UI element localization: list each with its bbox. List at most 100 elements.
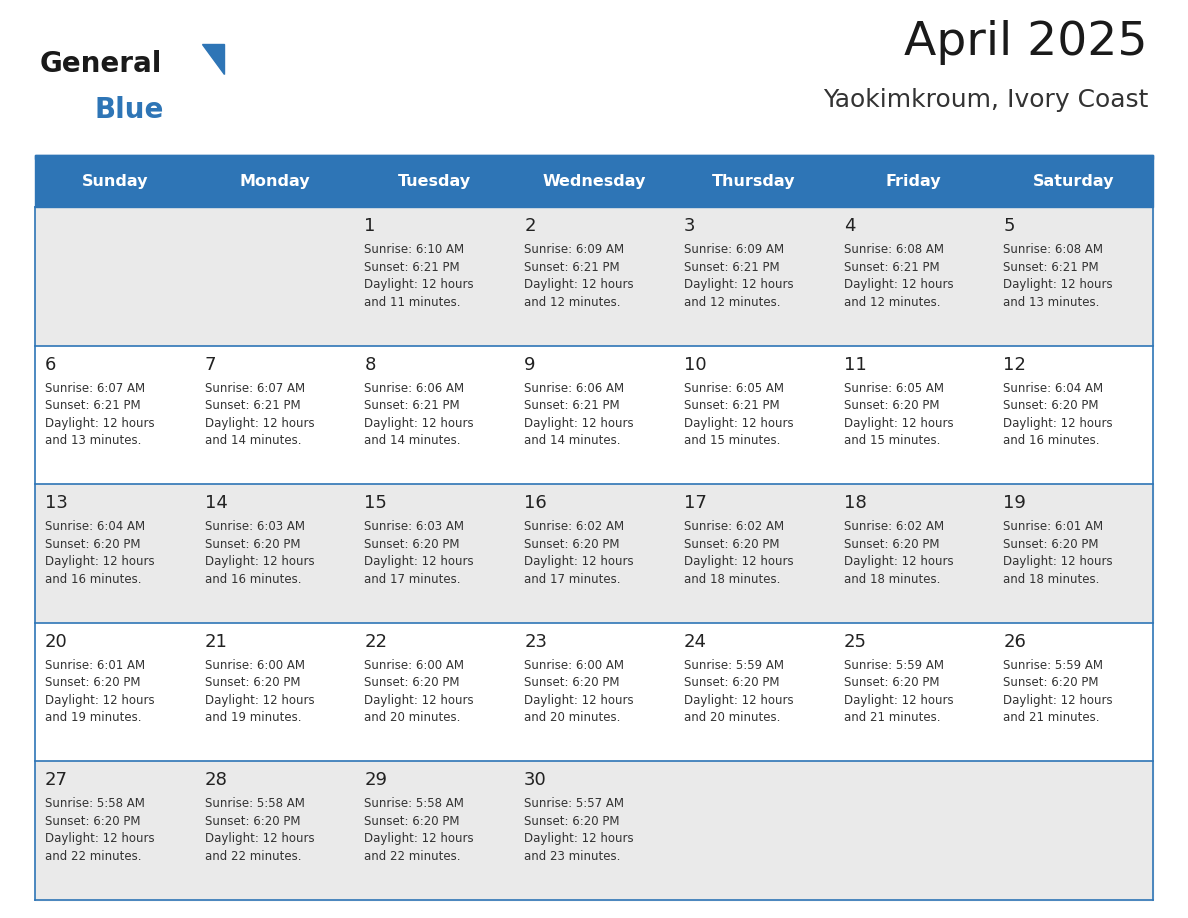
Text: 22: 22: [365, 633, 387, 651]
Bar: [34, 484, 1154, 622]
Text: 19: 19: [1004, 494, 1026, 512]
Text: 15: 15: [365, 494, 387, 512]
Text: Sunrise: 6:09 AM: Sunrise: 6:09 AM: [684, 243, 784, 256]
Text: General: General: [40, 50, 163, 78]
Text: Thursday: Thursday: [712, 174, 796, 188]
Bar: [34, 345, 1154, 484]
Text: Daylight: 12 hours: Daylight: 12 hours: [45, 417, 154, 430]
Text: 28: 28: [204, 771, 228, 789]
Text: Sunset: 6:21 PM: Sunset: 6:21 PM: [843, 261, 940, 274]
Text: Sunset: 6:21 PM: Sunset: 6:21 PM: [684, 261, 779, 274]
Text: Sunrise: 6:06 AM: Sunrise: 6:06 AM: [524, 382, 624, 395]
Text: and 12 minutes.: and 12 minutes.: [684, 296, 781, 308]
Text: Daylight: 12 hours: Daylight: 12 hours: [843, 555, 953, 568]
Text: Daylight: 12 hours: Daylight: 12 hours: [365, 833, 474, 845]
Text: Sunset: 6:20 PM: Sunset: 6:20 PM: [524, 815, 620, 828]
Text: Sunrise: 6:10 AM: Sunrise: 6:10 AM: [365, 243, 465, 256]
Text: Sunrise: 6:03 AM: Sunrise: 6:03 AM: [365, 521, 465, 533]
Text: Sunrise: 5:57 AM: Sunrise: 5:57 AM: [524, 798, 624, 811]
Text: Sunrise: 6:09 AM: Sunrise: 6:09 AM: [524, 243, 624, 256]
Text: Sunrise: 6:04 AM: Sunrise: 6:04 AM: [1004, 382, 1104, 395]
Text: and 16 minutes.: and 16 minutes.: [1004, 434, 1100, 447]
Text: and 17 minutes.: and 17 minutes.: [524, 573, 620, 586]
Text: Sunrise: 5:59 AM: Sunrise: 5:59 AM: [684, 659, 784, 672]
Text: Sunday: Sunday: [82, 174, 148, 188]
Text: Sunset: 6:20 PM: Sunset: 6:20 PM: [45, 815, 140, 828]
Text: and 12 minutes.: and 12 minutes.: [524, 296, 620, 308]
Text: Daylight: 12 hours: Daylight: 12 hours: [365, 555, 474, 568]
Text: Sunset: 6:20 PM: Sunset: 6:20 PM: [365, 538, 460, 551]
Text: and 17 minutes.: and 17 minutes.: [365, 573, 461, 586]
Text: Sunset: 6:20 PM: Sunset: 6:20 PM: [204, 538, 301, 551]
Text: 13: 13: [45, 494, 68, 512]
Text: Daylight: 12 hours: Daylight: 12 hours: [1004, 555, 1113, 568]
Text: Sunset: 6:21 PM: Sunset: 6:21 PM: [524, 261, 620, 274]
Text: Daylight: 12 hours: Daylight: 12 hours: [204, 417, 315, 430]
Text: Sunset: 6:21 PM: Sunset: 6:21 PM: [1004, 261, 1099, 274]
Text: Sunrise: 6:05 AM: Sunrise: 6:05 AM: [843, 382, 943, 395]
Bar: [34, 761, 1154, 900]
Text: Daylight: 12 hours: Daylight: 12 hours: [204, 833, 315, 845]
Text: Sunrise: 6:00 AM: Sunrise: 6:00 AM: [365, 659, 465, 672]
Text: Sunrise: 6:02 AM: Sunrise: 6:02 AM: [524, 521, 624, 533]
Text: Sunrise: 5:58 AM: Sunrise: 5:58 AM: [45, 798, 145, 811]
Text: Sunset: 6:21 PM: Sunset: 6:21 PM: [365, 399, 460, 412]
Text: 21: 21: [204, 633, 228, 651]
Text: Sunrise: 6:01 AM: Sunrise: 6:01 AM: [1004, 521, 1104, 533]
Text: Sunrise: 6:07 AM: Sunrise: 6:07 AM: [45, 382, 145, 395]
Text: 11: 11: [843, 355, 866, 374]
Text: April 2025: April 2025: [904, 20, 1148, 65]
Text: Sunrise: 6:08 AM: Sunrise: 6:08 AM: [843, 243, 943, 256]
Text: 26: 26: [1004, 633, 1026, 651]
Text: 10: 10: [684, 355, 707, 374]
Text: Sunrise: 6:01 AM: Sunrise: 6:01 AM: [45, 659, 145, 672]
Text: 30: 30: [524, 771, 546, 789]
Text: Daylight: 12 hours: Daylight: 12 hours: [365, 417, 474, 430]
Text: Daylight: 12 hours: Daylight: 12 hours: [684, 417, 794, 430]
Text: Sunset: 6:20 PM: Sunset: 6:20 PM: [204, 677, 301, 689]
Text: Yaokimkroum, Ivory Coast: Yaokimkroum, Ivory Coast: [822, 88, 1148, 112]
Text: and 20 minutes.: and 20 minutes.: [684, 711, 781, 724]
Text: Sunrise: 5:59 AM: Sunrise: 5:59 AM: [1004, 659, 1104, 672]
Text: and 22 minutes.: and 22 minutes.: [204, 850, 302, 863]
Bar: [34, 155, 1154, 207]
Text: 16: 16: [524, 494, 546, 512]
Text: Sunrise: 6:08 AM: Sunrise: 6:08 AM: [1004, 243, 1104, 256]
Text: and 15 minutes.: and 15 minutes.: [843, 434, 940, 447]
Text: Daylight: 12 hours: Daylight: 12 hours: [524, 833, 633, 845]
Text: Sunrise: 6:00 AM: Sunrise: 6:00 AM: [524, 659, 624, 672]
Text: Sunrise: 6:03 AM: Sunrise: 6:03 AM: [204, 521, 304, 533]
Text: Daylight: 12 hours: Daylight: 12 hours: [204, 555, 315, 568]
Text: 17: 17: [684, 494, 707, 512]
Text: 7: 7: [204, 355, 216, 374]
Text: Blue: Blue: [95, 96, 164, 124]
Text: 25: 25: [843, 633, 866, 651]
Text: and 20 minutes.: and 20 minutes.: [365, 711, 461, 724]
Text: Sunset: 6:20 PM: Sunset: 6:20 PM: [684, 538, 779, 551]
Text: 2: 2: [524, 217, 536, 235]
Text: Sunset: 6:21 PM: Sunset: 6:21 PM: [204, 399, 301, 412]
Text: 12: 12: [1004, 355, 1026, 374]
Bar: [34, 622, 1154, 761]
Text: and 22 minutes.: and 22 minutes.: [45, 850, 141, 863]
Text: 4: 4: [843, 217, 855, 235]
Text: Sunset: 6:20 PM: Sunset: 6:20 PM: [524, 677, 620, 689]
Text: Daylight: 12 hours: Daylight: 12 hours: [524, 694, 633, 707]
Text: Sunset: 6:20 PM: Sunset: 6:20 PM: [365, 815, 460, 828]
Text: Sunset: 6:21 PM: Sunset: 6:21 PM: [45, 399, 140, 412]
Text: Sunrise: 5:59 AM: Sunrise: 5:59 AM: [843, 659, 943, 672]
Text: 6: 6: [45, 355, 56, 374]
Text: 8: 8: [365, 355, 375, 374]
Text: Daylight: 12 hours: Daylight: 12 hours: [1004, 278, 1113, 291]
Text: Daylight: 12 hours: Daylight: 12 hours: [1004, 694, 1113, 707]
Text: 14: 14: [204, 494, 228, 512]
Text: and 18 minutes.: and 18 minutes.: [843, 573, 940, 586]
Text: Daylight: 12 hours: Daylight: 12 hours: [843, 417, 953, 430]
Text: Daylight: 12 hours: Daylight: 12 hours: [524, 278, 633, 291]
Text: Sunset: 6:20 PM: Sunset: 6:20 PM: [365, 677, 460, 689]
Text: Wednesday: Wednesday: [542, 174, 646, 188]
Text: and 16 minutes.: and 16 minutes.: [45, 573, 141, 586]
Text: and 23 minutes.: and 23 minutes.: [524, 850, 620, 863]
Text: Daylight: 12 hours: Daylight: 12 hours: [684, 278, 794, 291]
Text: Sunrise: 6:06 AM: Sunrise: 6:06 AM: [365, 382, 465, 395]
